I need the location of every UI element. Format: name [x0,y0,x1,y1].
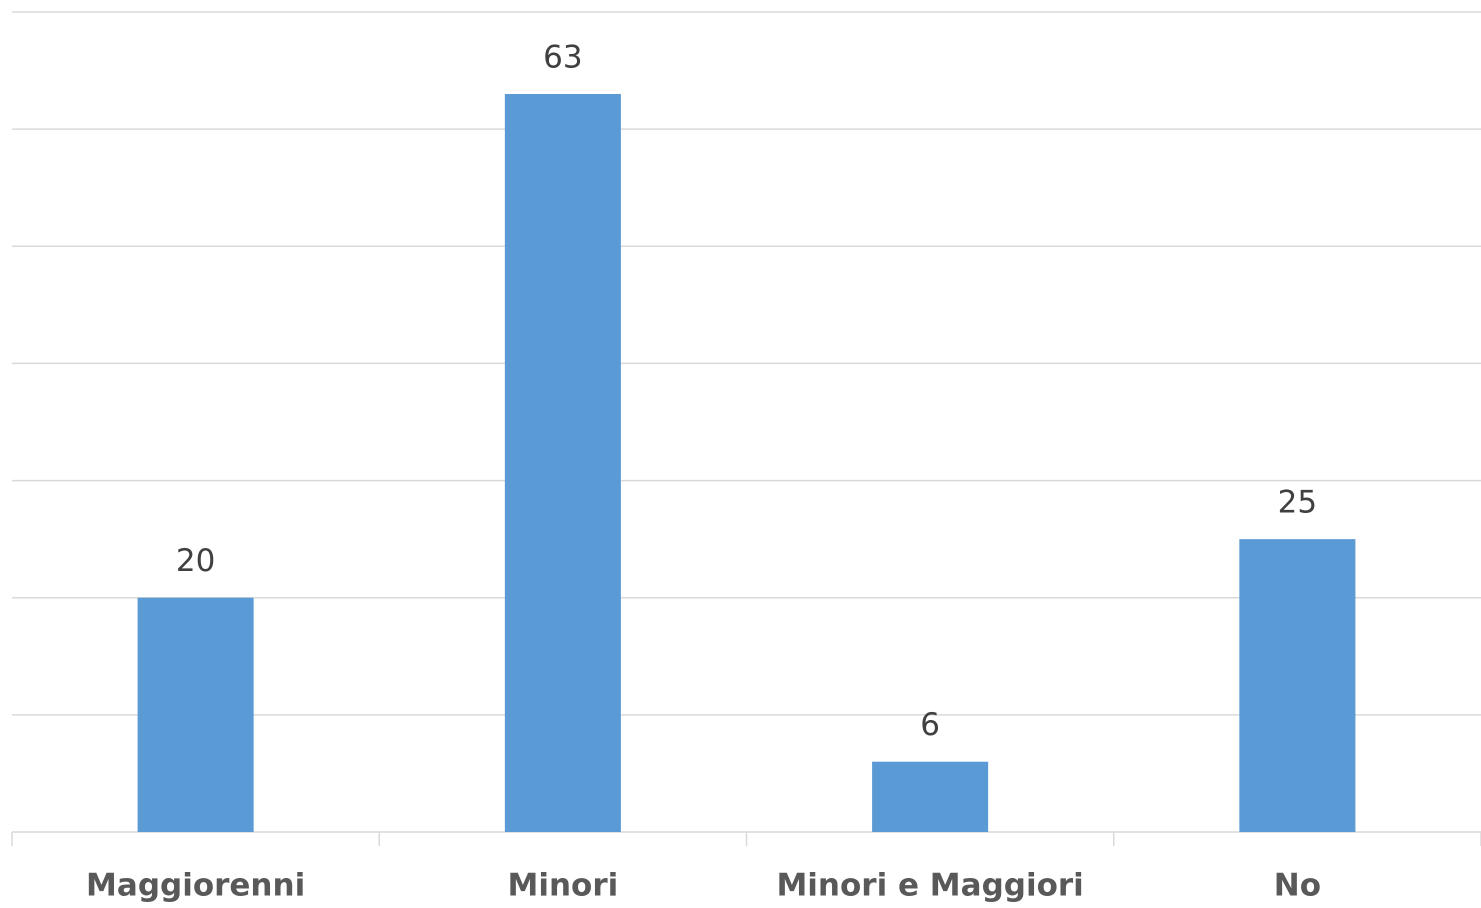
data-label: 25 [1278,485,1317,521]
data-label: 6 [920,707,940,743]
bar [872,761,989,832]
x-tick-label: Minori [507,868,618,904]
bar [137,597,254,832]
bar [504,94,621,832]
x-tick-label: No [1274,868,1321,904]
x-tick-label: Maggiorenni [86,868,305,904]
x-tick-label: Minori e Maggiori [776,868,1083,904]
data-label: 20 [176,543,215,579]
data-label: 63 [543,40,582,76]
bar [1239,539,1356,832]
